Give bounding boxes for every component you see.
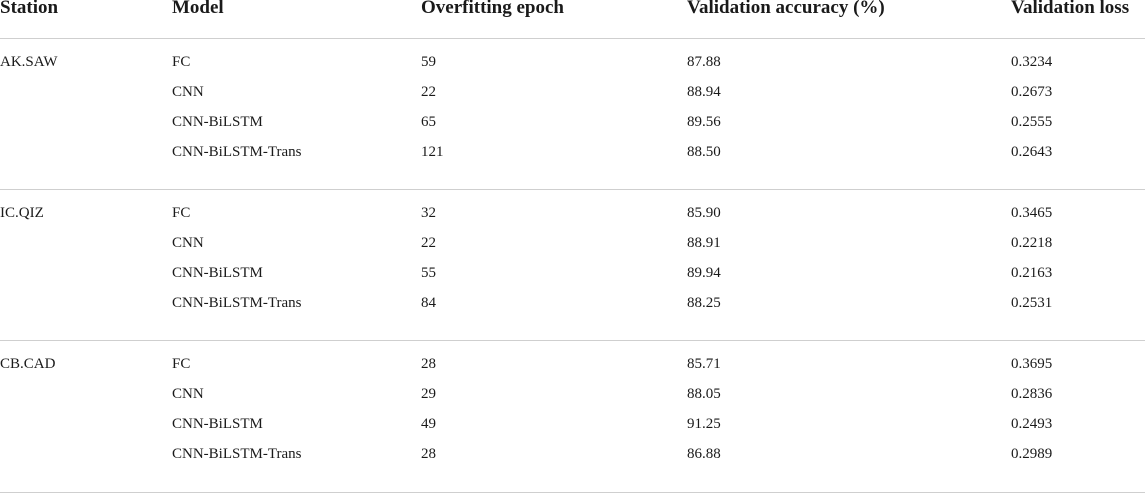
station-label: AK.SAW — [0, 54, 58, 70]
model-cell: CNN — [172, 235, 204, 251]
model-cell: CNN-BiLSTM — [172, 114, 263, 130]
table-row: CNN 22 88.94 0.2673 — [0, 84, 1145, 114]
model-cell: CNN-BiLSTM — [172, 416, 263, 432]
table-row: CNN-BiLSTM 49 91.25 0.2493 — [0, 416, 1145, 446]
loss-cell: 0.3695 — [1011, 356, 1053, 372]
station-label: CB.CAD — [0, 356, 56, 372]
accuracy-cell: 85.71 — [687, 356, 721, 372]
epoch-cell: 121 — [421, 144, 444, 160]
model-cell: CNN-BiLSTM-Trans — [172, 144, 302, 160]
header-validation-loss: Validation loss — [1011, 0, 1130, 18]
accuracy-cell: 88.25 — [687, 295, 721, 311]
epoch-cell: 22 — [421, 84, 436, 100]
loss-cell: 0.2493 — [1011, 416, 1053, 432]
model-cell: FC — [172, 205, 191, 221]
accuracy-cell: 89.94 — [687, 265, 721, 281]
epoch-cell: 59 — [421, 54, 436, 70]
table-row: CNN-BiLSTM-Trans 84 88.25 0.2531 — [0, 295, 1145, 325]
header-validation-accuracy: Validation accuracy (%) — [687, 0, 885, 18]
model-cell: CNN — [172, 84, 204, 100]
epoch-cell: 55 — [421, 265, 436, 281]
model-cell: FC — [172, 356, 191, 372]
table-row: CNN 29 88.05 0.2836 — [0, 386, 1145, 416]
loss-cell: 0.2673 — [1011, 84, 1053, 100]
epoch-cell: 65 — [421, 114, 436, 130]
accuracy-cell: 85.90 — [687, 205, 721, 221]
table-row: CNN-BiLSTM-Trans 28 86.88 0.2989 — [0, 446, 1145, 476]
table-row: CNN-BiLSTM 55 89.94 0.2163 — [0, 265, 1145, 295]
header-overfitting-epoch: Overfitting epoch — [421, 0, 565, 18]
epoch-cell: 28 — [421, 446, 436, 462]
table-row: CNN 22 88.91 0.2218 — [0, 235, 1145, 265]
station-label: IC.QIZ — [0, 205, 44, 221]
model-cell: FC — [172, 54, 191, 70]
loss-cell: 0.3234 — [1011, 54, 1053, 70]
station-group: AK.SAW FC 59 87.88 0.3234 CNN 22 88.94 0… — [0, 39, 1145, 190]
epoch-cell: 49 — [421, 416, 436, 432]
header-station: Station — [0, 0, 59, 18]
accuracy-cell: 88.94 — [687, 84, 721, 100]
loss-cell: 0.2218 — [1011, 235, 1053, 251]
loss-cell: 0.2531 — [1011, 295, 1053, 311]
station-group: IC.QIZ FC 32 85.90 0.3465 CNN 22 88.91 0… — [0, 190, 1145, 341]
header-model: Model — [172, 0, 224, 18]
table-row: CNN-BiLSTM-Trans 121 88.50 0.2643 — [0, 144, 1145, 174]
station-group: CB.CAD FC 28 85.71 0.3695 CNN 29 88.05 0… — [0, 341, 1145, 493]
accuracy-cell: 89.56 — [687, 114, 721, 130]
loss-cell: 0.2555 — [1011, 114, 1053, 130]
table-row: CNN-BiLSTM 65 89.56 0.2555 — [0, 114, 1145, 144]
accuracy-cell: 88.05 — [687, 386, 721, 402]
model-cell: CNN-BiLSTM-Trans — [172, 446, 302, 462]
accuracy-cell: 88.50 — [687, 144, 721, 160]
epoch-cell: 84 — [421, 295, 436, 311]
loss-cell: 0.2163 — [1011, 265, 1053, 281]
table-row: FC 28 85.71 0.3695 — [0, 356, 1145, 386]
loss-cell: 0.3465 — [1011, 205, 1053, 221]
model-cell: CNN — [172, 386, 204, 402]
table-header: Station Model Overfitting epoch Validati… — [0, 0, 1145, 39]
epoch-cell: 29 — [421, 386, 436, 402]
epoch-cell: 28 — [421, 356, 436, 372]
loss-cell: 0.2643 — [1011, 144, 1053, 160]
accuracy-cell: 87.88 — [687, 54, 721, 70]
loss-cell: 0.2836 — [1011, 386, 1053, 402]
model-cell: CNN-BiLSTM — [172, 265, 263, 281]
loss-cell: 0.2989 — [1011, 446, 1053, 462]
epoch-cell: 32 — [421, 205, 436, 221]
accuracy-cell: 88.91 — [687, 235, 721, 251]
epoch-cell: 22 — [421, 235, 436, 251]
table-row: FC 59 87.88 0.3234 — [0, 54, 1145, 84]
table-row: FC 32 85.90 0.3465 — [0, 205, 1145, 235]
accuracy-cell: 91.25 — [687, 416, 721, 432]
model-cell: CNN-BiLSTM-Trans — [172, 295, 302, 311]
accuracy-cell: 86.88 — [687, 446, 721, 462]
